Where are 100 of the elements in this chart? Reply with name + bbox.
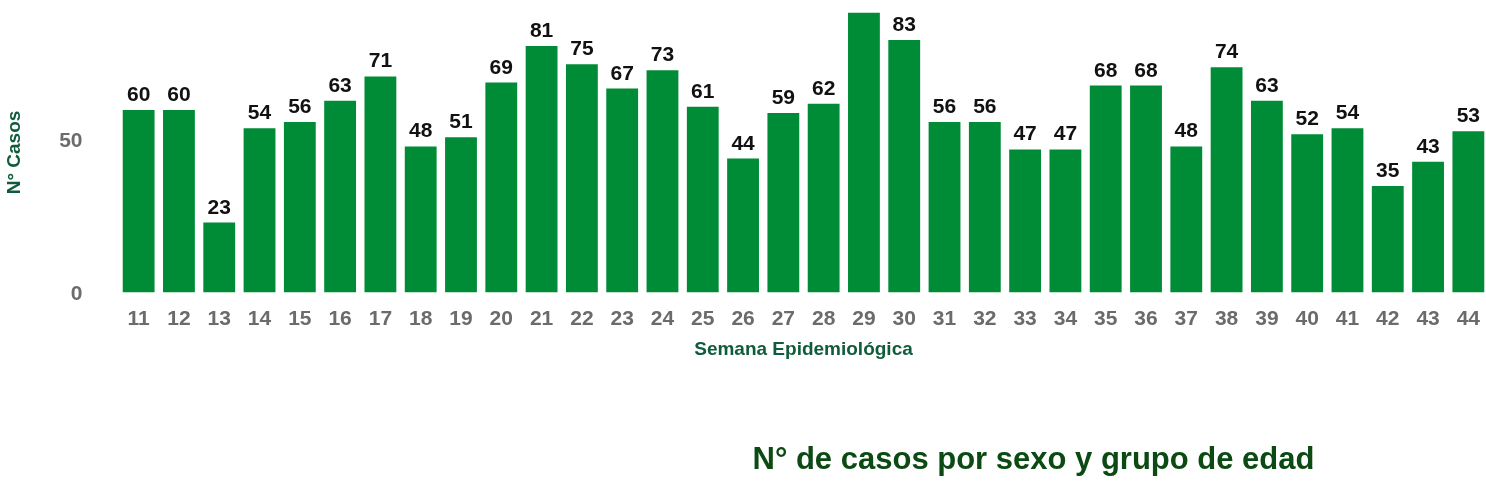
bar bbox=[606, 88, 639, 293]
data-label: 62 bbox=[811, 75, 836, 99]
x-tick-label: 12 bbox=[167, 305, 191, 329]
bar bbox=[888, 39, 921, 293]
bar bbox=[1291, 134, 1324, 293]
x-tick-label: 23 bbox=[610, 305, 634, 329]
data-label: 56 bbox=[973, 94, 997, 118]
y-axis-title: N° Casos bbox=[3, 110, 25, 195]
data-label: 48 bbox=[1174, 118, 1199, 142]
data-label: 63 bbox=[1255, 72, 1279, 96]
x-tick-label: 17 bbox=[368, 305, 393, 329]
x-tick-label: 36 bbox=[1134, 305, 1158, 329]
x-tick-label: 31 bbox=[932, 305, 957, 329]
x-tick-label: 27 bbox=[771, 305, 796, 329]
bar bbox=[243, 128, 276, 293]
data-label: 68 bbox=[1094, 57, 1118, 81]
data-label: 61 bbox=[691, 78, 715, 102]
data-label: 73 bbox=[650, 42, 675, 66]
bar bbox=[565, 64, 598, 293]
data-label: 56 bbox=[932, 94, 957, 118]
data-label: 35 bbox=[1376, 157, 1400, 181]
bar bbox=[807, 103, 840, 293]
bar bbox=[525, 45, 558, 293]
bar bbox=[1371, 185, 1404, 293]
x-tick-label: 37 bbox=[1174, 305, 1198, 329]
bar bbox=[848, 12, 880, 293]
bar bbox=[727, 158, 759, 293]
x-tick-label: 24 bbox=[650, 305, 675, 329]
bar bbox=[1170, 146, 1203, 293]
x-tick-label: 44 bbox=[1456, 305, 1481, 329]
x-tick-label: 28 bbox=[811, 305, 836, 329]
bar bbox=[1130, 85, 1162, 293]
bar bbox=[485, 82, 518, 293]
bar bbox=[1452, 131, 1485, 293]
bar bbox=[283, 122, 316, 293]
data-label: 75 bbox=[570, 36, 594, 60]
x-tick-label: 34 bbox=[1053, 305, 1078, 329]
bar bbox=[928, 122, 961, 293]
data-label: 23 bbox=[207, 194, 231, 218]
x-tick-label: 19 bbox=[449, 305, 473, 329]
bar bbox=[364, 76, 397, 293]
data-label: 54 bbox=[247, 100, 272, 124]
x-tick-label: 30 bbox=[892, 305, 916, 329]
bar bbox=[968, 122, 1001, 293]
bar bbox=[686, 106, 719, 293]
data-label: 47 bbox=[1013, 121, 1037, 145]
data-label: 48 bbox=[409, 118, 433, 142]
x-tick-label: 13 bbox=[207, 305, 231, 329]
data-label: 52 bbox=[1295, 106, 1319, 130]
bar bbox=[445, 137, 477, 293]
x-tick-label: 35 bbox=[1094, 305, 1118, 329]
x-tick-label: 11 bbox=[127, 305, 151, 329]
y-tick-label: 0 bbox=[70, 280, 83, 304]
data-label: 47 bbox=[1053, 121, 1078, 145]
bar bbox=[122, 109, 155, 293]
x-tick-label: 25 bbox=[691, 305, 715, 329]
data-label: 63 bbox=[328, 72, 352, 96]
x-tick-label: 20 bbox=[489, 305, 513, 329]
bar bbox=[767, 112, 800, 293]
x-axis-title: Semana Epidemiológica bbox=[694, 337, 914, 359]
data-label: 43 bbox=[1416, 133, 1440, 157]
data-label: 67 bbox=[610, 60, 634, 84]
bar bbox=[1009, 149, 1042, 293]
bar bbox=[646, 70, 679, 293]
data-label: 60 bbox=[167, 81, 191, 105]
x-tick-label: 39 bbox=[1255, 305, 1279, 329]
data-label: 59 bbox=[771, 84, 796, 108]
x-tick-label: 18 bbox=[409, 305, 433, 329]
x-tick-label: 15 bbox=[288, 305, 312, 329]
bar bbox=[203, 222, 236, 293]
data-label: 68 bbox=[1134, 57, 1158, 81]
data-label: 81 bbox=[529, 17, 554, 41]
x-tick-label: 33 bbox=[1013, 305, 1037, 329]
data-label: 69 bbox=[489, 54, 513, 78]
data-label: 56 bbox=[288, 94, 312, 118]
x-tick-label: 32 bbox=[973, 305, 997, 329]
bar bbox=[163, 109, 195, 293]
text: N° de casos por sexo y grupo de edad bbox=[752, 440, 1315, 476]
data-label: 44 bbox=[731, 130, 756, 154]
bar bbox=[1250, 100, 1283, 293]
data-label: 60 bbox=[126, 81, 151, 105]
data-label: 54 bbox=[1335, 100, 1360, 124]
y-tick-label: 50 bbox=[59, 128, 83, 152]
bar bbox=[404, 146, 437, 293]
x-tick-label: 40 bbox=[1295, 305, 1319, 329]
x-tick-label: 38 bbox=[1214, 305, 1239, 329]
bar bbox=[1210, 67, 1243, 293]
data-label: 83 bbox=[892, 11, 916, 35]
x-tick-label: 42 bbox=[1376, 305, 1400, 329]
data-label: 74 bbox=[1214, 39, 1239, 63]
bar bbox=[1331, 128, 1364, 293]
x-tick-label: 14 bbox=[247, 305, 272, 329]
x-tick-label: 43 bbox=[1416, 305, 1440, 329]
x-tick-label: 22 bbox=[570, 305, 594, 329]
x-tick-label: 21 bbox=[529, 305, 554, 329]
data-label: 53 bbox=[1456, 103, 1481, 127]
bar bbox=[1412, 161, 1444, 293]
data-label: 51 bbox=[449, 109, 473, 133]
x-tick-label: 41 bbox=[1335, 305, 1360, 329]
x-tick-label: 16 bbox=[328, 305, 352, 329]
